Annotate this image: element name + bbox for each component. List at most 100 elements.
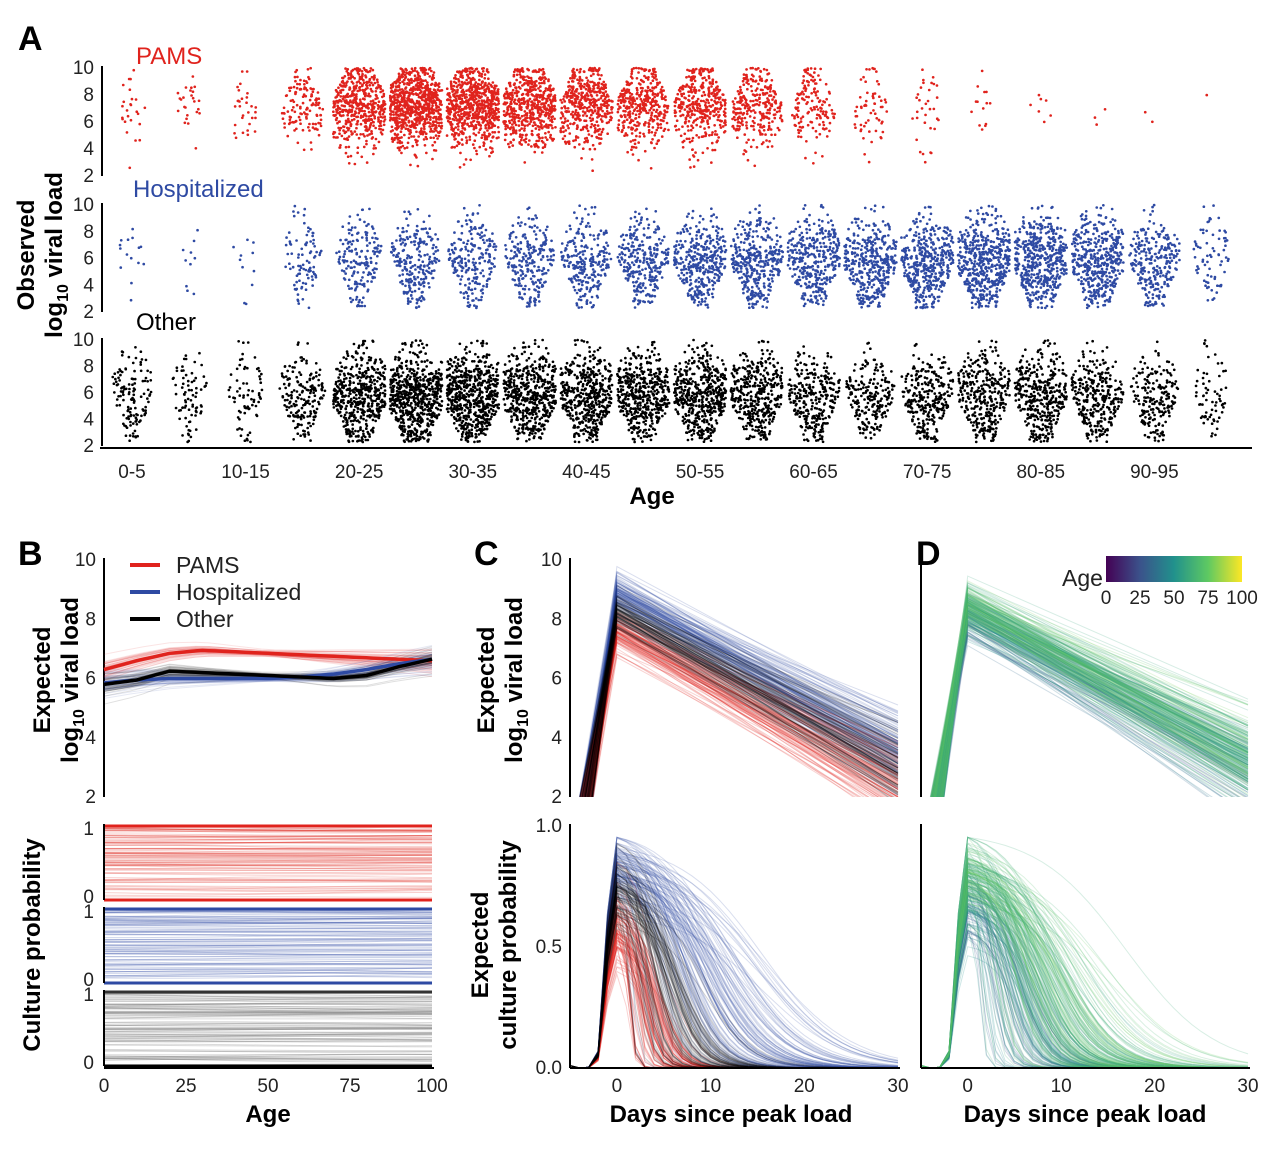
- panel-b-culture-line-pams: [103, 896, 433, 898]
- trajectory-line: [589, 629, 899, 797]
- panel-a-y-tick-label: 2: [83, 436, 94, 457]
- culture-curve-line: [921, 895, 1248, 1068]
- swarm-points-pams-15-20: [280, 66, 325, 152]
- trajectory-line: [931, 601, 1249, 797]
- trajectory-line: [587, 570, 899, 797]
- panel-b-culture-line-hospitalized: [103, 927, 433, 930]
- culture-curve-line: [570, 849, 898, 1068]
- trajectory-line: [933, 614, 1249, 797]
- panel-b-culture-line-pams: [103, 835, 433, 838]
- panel-a-x-tick-label: 30-35: [448, 462, 497, 483]
- culture-curve-line: [921, 904, 1249, 1068]
- trajectory-line: [935, 619, 1249, 797]
- swarm-points-pams-20-25: [332, 66, 387, 166]
- y-tick-label: 1.0: [536, 816, 562, 837]
- culture-curve-line: [570, 932, 898, 1068]
- trajectory-line: [940, 612, 1249, 797]
- trajectory-line: [591, 608, 899, 797]
- trajectory-line: [939, 610, 1249, 797]
- culture-curve-line: [570, 932, 898, 1068]
- trajectory-line: [942, 623, 1249, 797]
- panel-b-culture-line-other: [104, 1056, 433, 1061]
- panel-b-culture-line-pams: [103, 828, 433, 833]
- culture-curve-line: [570, 882, 898, 1068]
- panel-a-y-tick-label: 6: [83, 383, 94, 404]
- trajectory-line: [591, 585, 899, 797]
- trajectory-line: [592, 607, 899, 797]
- trajectories-c: [578, 565, 899, 797]
- culture-curve-line: [570, 924, 898, 1068]
- trajectory-line: [934, 606, 1249, 797]
- panel-b-strip-bg: [104, 992, 432, 1066]
- swarm-points-other-85-90: [1070, 339, 1125, 443]
- culture-curve-line: [921, 894, 1248, 1068]
- culture-curve-line: [921, 897, 1248, 1068]
- trajectory-line: [937, 609, 1249, 797]
- panel-b-culture-line-hospitalized: [103, 930, 433, 934]
- panel-b-culture-line-other: [103, 997, 432, 1002]
- panel-b-culture-line-pams: [104, 856, 433, 859]
- panel-b-culture-line-pams: [103, 837, 433, 842]
- panel-b-culture-line-pams: [103, 889, 433, 895]
- culture-curve-line: [570, 920, 898, 1068]
- panel-b-culture-line-hospitalized: [103, 958, 433, 961]
- trajectory-line: [588, 622, 899, 797]
- trajectory-line: [586, 608, 899, 797]
- panel-b-lower-y-tick-label: 0: [83, 887, 94, 908]
- trajectory-line: [585, 641, 861, 797]
- trajectory-line: [941, 603, 1249, 797]
- y-tick-label: 8: [551, 609, 562, 630]
- panel-b-culture-line-pams: [104, 844, 432, 847]
- trajectory-line: [931, 602, 1249, 797]
- trajectory-line: [591, 614, 899, 797]
- trajectory-line: [585, 581, 899, 797]
- panel-b-culture-line-hospitalized: [103, 909, 433, 912]
- trajectory-line: [943, 599, 1249, 797]
- trajectory-line: [938, 605, 1249, 797]
- trajectory-line: [939, 611, 1249, 797]
- panel-a-x-tick-label: 90-95: [1130, 462, 1179, 483]
- panel-b-strip-bg: [104, 909, 432, 983]
- culture-curve-line: [921, 902, 1248, 1068]
- culture-curve-line: [570, 874, 898, 1068]
- trajectory-line: [940, 614, 1249, 797]
- panel-b-culture-line-pams: [103, 850, 433, 855]
- panel-b-culture-line-other: [103, 1013, 433, 1019]
- trajectory-line: [584, 627, 899, 797]
- swarm-points-hospitalized-15-20: [284, 204, 323, 310]
- swarm-points-pams-0-5: [121, 68, 147, 170]
- trajectory-line: [930, 622, 1249, 797]
- culture-curve-line: [921, 933, 1248, 1068]
- culture-curve-line: [921, 879, 1249, 1068]
- trajectory-line: [583, 620, 899, 797]
- trajectory-line: [585, 630, 899, 797]
- culture-curve-line: [921, 875, 1249, 1068]
- culture-curve-line: [570, 874, 899, 1068]
- culture-curve-line: [570, 851, 899, 1068]
- trajectory-line: [942, 610, 1249, 797]
- panel-b-culture-line-other: [103, 1037, 433, 1041]
- panel-b-culture-line-hospitalized: [103, 931, 433, 935]
- trajectory-line: [943, 602, 1249, 797]
- culture-curve-line: [921, 872, 1248, 1068]
- panel-b-culture-line-other: [103, 1049, 433, 1053]
- trajectory-line: [939, 598, 1249, 797]
- panel-b-culture-line-other: [104, 1057, 432, 1060]
- culture-curve-line: [921, 891, 1249, 1068]
- trajectory-line: [934, 613, 1249, 797]
- trajectory-line: [935, 603, 1249, 797]
- panel-a-y-tick-label: 8: [83, 357, 94, 378]
- culture-curve-line: [921, 902, 1248, 1068]
- culture-curve-line: [570, 881, 898, 1068]
- panel-b-culture-line-other: [103, 1009, 433, 1013]
- culture-curve-line: [570, 854, 899, 1068]
- culture-curve-line: [570, 896, 898, 1068]
- panel-b-culture-line-hospitalized: [103, 917, 433, 921]
- panel-b-culture-line-pams: [103, 841, 432, 844]
- trajectory-line: [938, 606, 1249, 797]
- trajectory-line: [590, 589, 899, 797]
- culture-curve-line: [921, 905, 1248, 1068]
- trajectory-line: [935, 615, 1249, 797]
- culture-curve-line: [921, 922, 1248, 1068]
- trajectory-line: [939, 614, 1249, 797]
